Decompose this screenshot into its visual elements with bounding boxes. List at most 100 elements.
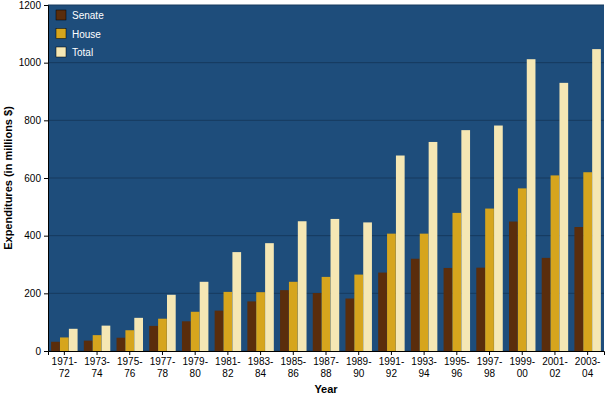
- tick-mark: [522, 351, 523, 355]
- tick-label-line: 92: [386, 368, 398, 379]
- tick-label-line: 02: [549, 368, 561, 379]
- tick-label: 1977-78: [150, 356, 176, 379]
- bar: [256, 292, 265, 351]
- bar: [93, 335, 102, 351]
- tick-label-line: 80: [190, 368, 202, 379]
- tick: 2001-02: [542, 351, 568, 379]
- bar: [232, 252, 241, 351]
- bar: [551, 175, 560, 351]
- bar: [265, 243, 274, 351]
- tick-label: 1973-74: [84, 356, 110, 379]
- grid: [48, 5, 604, 351]
- bar: [60, 337, 69, 351]
- legend-label: Total: [72, 47, 93, 58]
- tick-mark: [195, 351, 196, 355]
- tick-mark: [358, 351, 359, 355]
- tick-label: 1200: [19, 0, 42, 11]
- bars: [51, 49, 601, 351]
- tick-label-line: 1987-: [313, 356, 339, 367]
- tick: 1997-98: [477, 351, 503, 379]
- tick-mark: [44, 178, 48, 179]
- tick-label-line: 76: [124, 368, 136, 379]
- bar: [527, 59, 536, 351]
- tick: 1971-72: [52, 351, 78, 379]
- tick-label: 1991-92: [379, 356, 405, 379]
- bar: [574, 227, 583, 351]
- tick-label-line: 78: [157, 368, 169, 379]
- bar: [298, 221, 307, 351]
- legend-entry: Total: [56, 47, 93, 58]
- tick: 1995-96: [444, 351, 470, 379]
- bar: [158, 319, 167, 351]
- bar: [396, 156, 405, 351]
- tick-label-line: 86: [288, 368, 300, 379]
- bar: [200, 282, 209, 351]
- bar: [84, 341, 93, 351]
- tick-label-line: 1997-: [477, 356, 503, 367]
- bar: [191, 312, 200, 351]
- tick: 600: [24, 173, 48, 184]
- tick-label: 1995-96: [444, 356, 470, 379]
- tick-label-line: 90: [353, 368, 365, 379]
- tick-label-line: 1991-: [379, 356, 405, 367]
- tick-label-line: 04: [582, 368, 594, 379]
- tick-label: 2001-02: [542, 356, 568, 379]
- legend-label: House: [72, 29, 101, 40]
- bar: [542, 258, 551, 351]
- tick: 1975-76: [117, 351, 143, 379]
- tick-label-line: 1985-: [281, 356, 307, 367]
- tick: 1991-92: [379, 351, 405, 379]
- tick-label: 1989-90: [346, 356, 372, 379]
- tick-mark: [44, 63, 48, 64]
- legend-entry: Senate: [56, 10, 104, 21]
- bar: [452, 213, 461, 351]
- bar: [134, 318, 143, 351]
- bar: [182, 321, 191, 351]
- tick-mark: [554, 351, 555, 355]
- tick: 1983-84: [248, 351, 274, 379]
- tick: 1977-78: [150, 351, 176, 379]
- tick: 200: [24, 288, 48, 299]
- tick-label-line: 1979-: [182, 356, 208, 367]
- tick-mark: [587, 351, 588, 355]
- tick: 1979-80: [182, 351, 208, 379]
- grid-line: [48, 178, 604, 179]
- bar: [167, 295, 176, 351]
- tick-label-line: 84: [255, 368, 267, 379]
- tick-label-line: 1981-: [215, 356, 241, 367]
- tick-label: 1993-94: [411, 356, 437, 379]
- tick-label-line: 1975-: [117, 356, 143, 367]
- bar: [354, 275, 363, 351]
- tick: 1985-86: [281, 351, 307, 379]
- bar: [51, 342, 60, 351]
- legend: Senate House Total: [56, 10, 104, 58]
- tick-label-line: 96: [451, 368, 463, 379]
- legend-label: Senate: [72, 10, 104, 21]
- bar: [411, 259, 420, 351]
- bar: [378, 273, 387, 351]
- bar: [69, 329, 78, 351]
- legend-swatch: [56, 47, 66, 57]
- plot-background: [48, 5, 604, 351]
- tick-label-line: 82: [222, 368, 234, 379]
- bar: [117, 338, 126, 351]
- tick-mark: [129, 351, 130, 355]
- tick-label-line: 00: [517, 368, 529, 379]
- tick-label: 2003-04: [575, 356, 601, 379]
- tick-label-line: 74: [91, 368, 103, 379]
- bar: [224, 292, 233, 351]
- tick-label: 1971-72: [52, 356, 78, 379]
- tick: 1973-74: [84, 351, 110, 379]
- tick-label: 400: [24, 230, 41, 241]
- tick-label: 600: [24, 173, 41, 184]
- tick-mark: [44, 120, 48, 121]
- tick: 1200: [19, 0, 48, 11]
- bar: [429, 142, 438, 351]
- tick-mark: [44, 351, 48, 352]
- bar: [322, 277, 331, 351]
- axis-line: [44, 6, 49, 352]
- bar: [494, 126, 503, 351]
- tick-mark: [64, 351, 65, 355]
- tick-label: 800: [24, 115, 41, 126]
- y-axis: 020040060080010001200: [19, 0, 49, 357]
